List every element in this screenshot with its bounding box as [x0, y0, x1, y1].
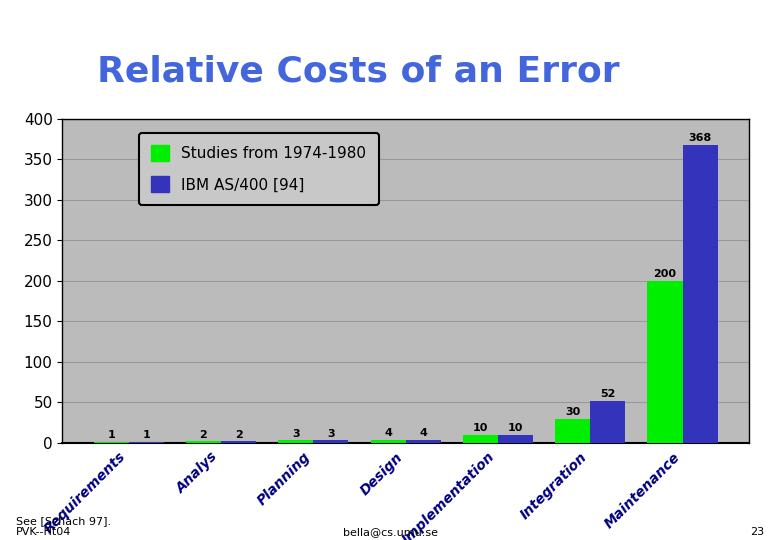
Bar — [498, 435, 533, 443]
Bar — [278, 441, 314, 443]
Text: 1: 1 — [108, 430, 115, 441]
Text: 3: 3 — [292, 429, 300, 438]
Bar — [94, 442, 129, 443]
Bar — [463, 435, 498, 443]
Text: 10: 10 — [473, 423, 488, 433]
Text: See [Schach 97].
PVK--Ht04: See [Schach 97]. PVK--Ht04 — [16, 516, 111, 537]
Text: 52: 52 — [600, 389, 615, 399]
Bar — [647, 281, 682, 443]
Text: 3: 3 — [327, 429, 335, 438]
Text: 200: 200 — [654, 269, 676, 279]
Text: bella@cs.umu.se: bella@cs.umu.se — [342, 527, 438, 537]
Text: 23: 23 — [750, 527, 764, 537]
Text: 4: 4 — [384, 428, 392, 438]
Bar — [129, 442, 164, 443]
Text: 1: 1 — [142, 430, 150, 441]
Legend: Studies from 1974-1980, IBM AS/400 [94]: Studies from 1974-1980, IBM AS/400 [94] — [139, 133, 378, 205]
Bar — [314, 441, 349, 443]
Bar — [555, 418, 590, 443]
Text: 2: 2 — [235, 429, 243, 440]
Text: 30: 30 — [565, 407, 580, 417]
Text: 10: 10 — [508, 423, 523, 433]
Text: 2: 2 — [200, 429, 207, 440]
Bar — [406, 440, 441, 443]
Text: 368: 368 — [689, 133, 711, 143]
Text: 4: 4 — [419, 428, 427, 438]
Bar — [682, 145, 718, 443]
Bar — [370, 440, 406, 443]
Bar — [221, 441, 256, 443]
Bar — [186, 441, 221, 443]
Bar — [590, 401, 626, 443]
Text: Relative Costs of an Error: Relative Costs of an Error — [98, 54, 620, 88]
